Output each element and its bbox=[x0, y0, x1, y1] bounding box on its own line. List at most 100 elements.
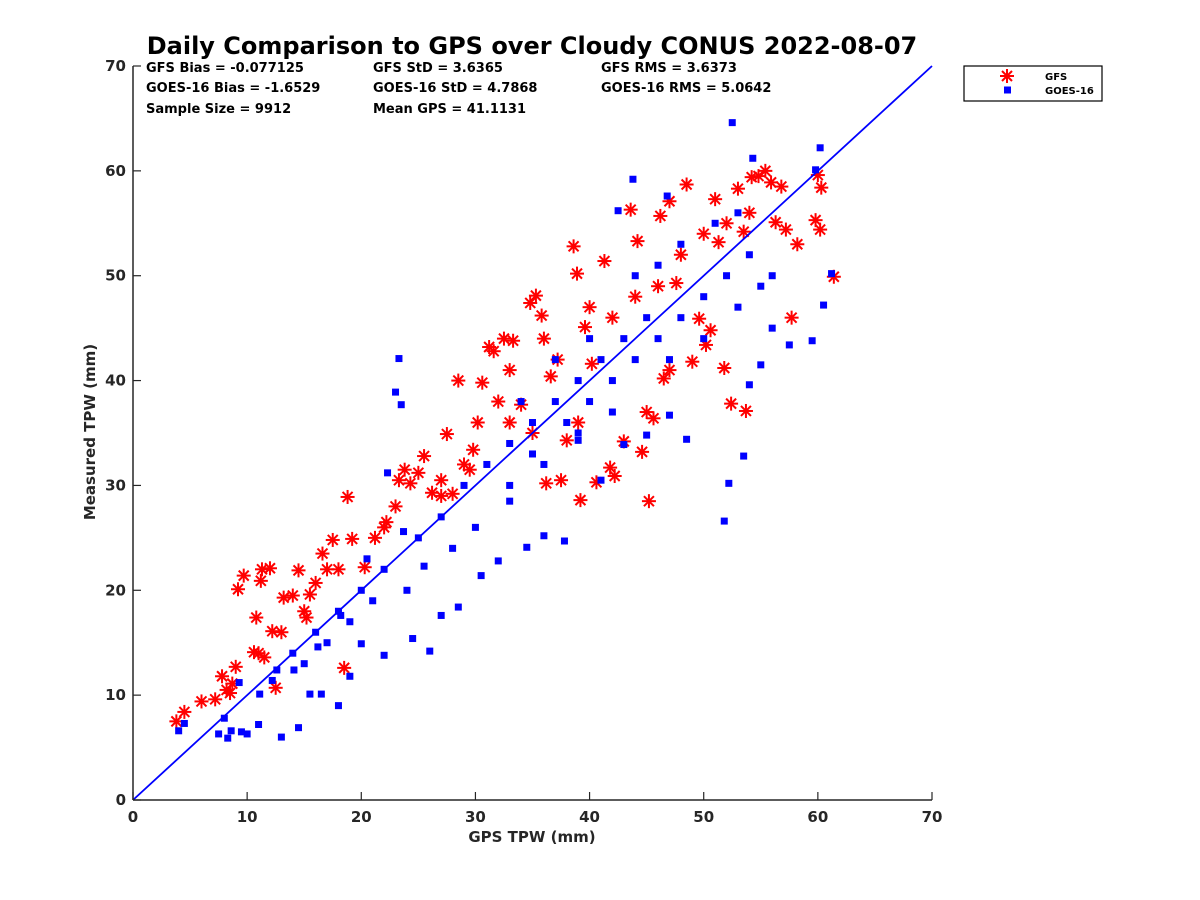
asterisk-stroke bbox=[264, 562, 276, 574]
data-point-goes16 bbox=[273, 666, 281, 674]
asterisk-stroke bbox=[292, 564, 305, 577]
data-point-goes16 bbox=[295, 724, 303, 732]
y-tick-label: 10 bbox=[105, 686, 126, 704]
data-point-gfs bbox=[536, 331, 551, 346]
asterisk-stroke bbox=[752, 170, 765, 182]
asterisk-stroke bbox=[809, 214, 822, 226]
data-point-goes16 bbox=[529, 450, 536, 458]
asterisk-stroke bbox=[583, 301, 596, 313]
data-point-gfs bbox=[251, 646, 266, 661]
data-point-goes16 bbox=[506, 497, 514, 505]
asterisk-stroke bbox=[712, 236, 725, 248]
legend-marker-goes16 bbox=[1004, 86, 1011, 94]
asterisk-stroke bbox=[266, 625, 278, 637]
data-point-gfs bbox=[528, 288, 543, 303]
asterisk-stroke bbox=[487, 345, 500, 357]
asterisk-stroke bbox=[458, 458, 470, 471]
data-point-gfs bbox=[758, 163, 773, 178]
data-point-goes16 bbox=[363, 555, 371, 563]
data-point-gfs bbox=[523, 295, 538, 310]
data-point-gfs bbox=[605, 310, 620, 325]
data-point-goes16 bbox=[314, 643, 322, 651]
data-point-gfs bbox=[439, 427, 454, 442]
data-point-gfs bbox=[345, 531, 360, 546]
data-point-gfs bbox=[719, 216, 734, 231]
asterisk-stroke bbox=[598, 255, 611, 267]
data-point-gfs bbox=[539, 476, 554, 491]
data-point-gfs bbox=[377, 520, 392, 535]
stat-text: GOES-16 Bias = -1.6529 bbox=[146, 81, 320, 96]
data-point-goes16 bbox=[740, 452, 748, 460]
data-point-gfs bbox=[445, 486, 460, 501]
asterisk-stroke bbox=[435, 474, 447, 486]
asterisk-stroke bbox=[476, 376, 488, 389]
data-point-goes16 bbox=[243, 730, 251, 738]
data-point-goes16 bbox=[477, 572, 485, 580]
data-point-gfs bbox=[685, 354, 700, 369]
asterisk-stroke bbox=[467, 444, 479, 456]
data-point-gfs bbox=[276, 590, 291, 605]
x-tick-label: 60 bbox=[807, 808, 828, 826]
data-point-gfs bbox=[506, 333, 521, 348]
asterisk-stroke bbox=[769, 216, 782, 228]
data-point-goes16 bbox=[720, 517, 728, 525]
stat-text: GFS RMS = 3.6373 bbox=[601, 61, 737, 76]
data-point-goes16 bbox=[255, 721, 263, 729]
asterisk-stroke bbox=[815, 181, 827, 194]
data-point-goes16 bbox=[768, 272, 776, 280]
data-point-goes16 bbox=[725, 479, 733, 487]
stat-text: GFS Bias = -0.077125 bbox=[146, 61, 304, 76]
data-point-goes16 bbox=[551, 356, 559, 364]
asterisk-stroke bbox=[759, 165, 772, 177]
asterisk-stroke bbox=[720, 217, 733, 229]
asterisk-stroke bbox=[507, 335, 519, 347]
data-point-goes16 bbox=[608, 377, 616, 385]
asterisk-stroke bbox=[275, 626, 288, 638]
data-point-goes16 bbox=[608, 408, 616, 416]
stat-text: Sample Size = 9912 bbox=[146, 102, 291, 117]
asterisk-stroke bbox=[740, 405, 752, 417]
x-tick-label: 0 bbox=[128, 808, 138, 826]
data-point-goes16 bbox=[586, 398, 594, 406]
data-point-goes16 bbox=[654, 261, 662, 269]
data-point-gfs bbox=[628, 289, 643, 304]
asterisk-stroke bbox=[538, 332, 550, 345]
data-point-goes16 bbox=[629, 175, 637, 183]
x-tick-label: 20 bbox=[351, 808, 372, 826]
stat-text: GFS StD = 3.6365 bbox=[373, 61, 503, 76]
data-point-gfs bbox=[692, 311, 707, 326]
data-point-gfs bbox=[669, 276, 684, 291]
x-tick-label: 50 bbox=[693, 808, 714, 826]
data-point-gfs bbox=[315, 546, 330, 561]
data-point-goes16 bbox=[597, 356, 605, 364]
data-point-goes16 bbox=[551, 398, 559, 406]
data-point-gfs bbox=[630, 234, 645, 249]
stats-block: GFS Bias = -0.077125 GFS StD = 3.6365 GFS … bbox=[146, 61, 771, 117]
asterisk-stroke bbox=[216, 670, 228, 682]
data-point-goes16 bbox=[768, 324, 776, 332]
data-point-goes16 bbox=[728, 119, 736, 127]
data-point-gfs bbox=[231, 582, 246, 597]
data-point-gfs bbox=[475, 375, 490, 390]
asterisk-stroke bbox=[524, 297, 536, 309]
data-point-goes16 bbox=[256, 690, 264, 698]
asterisk-stroke bbox=[624, 203, 637, 216]
data-point-gfs bbox=[388, 499, 403, 514]
data-point-gfs bbox=[302, 587, 317, 602]
data-point-gfs bbox=[228, 659, 243, 674]
data-point-goes16 bbox=[560, 537, 568, 545]
asterisk-stroke bbox=[435, 490, 447, 502]
data-point-goes16 bbox=[175, 727, 183, 735]
data-point-goes16 bbox=[816, 144, 824, 152]
data-point-goes16 bbox=[785, 341, 793, 349]
data-point-goes16 bbox=[220, 714, 228, 722]
data-point-gfs bbox=[784, 310, 799, 325]
data-point-gfs bbox=[502, 415, 517, 430]
data-point-gfs bbox=[403, 476, 418, 491]
asterisk-stroke bbox=[743, 207, 756, 219]
asterisk-stroke bbox=[545, 370, 557, 383]
data-point-gfs bbox=[325, 532, 340, 547]
asterisk-stroke bbox=[398, 463, 411, 476]
x-tick-label: 70 bbox=[922, 808, 943, 826]
